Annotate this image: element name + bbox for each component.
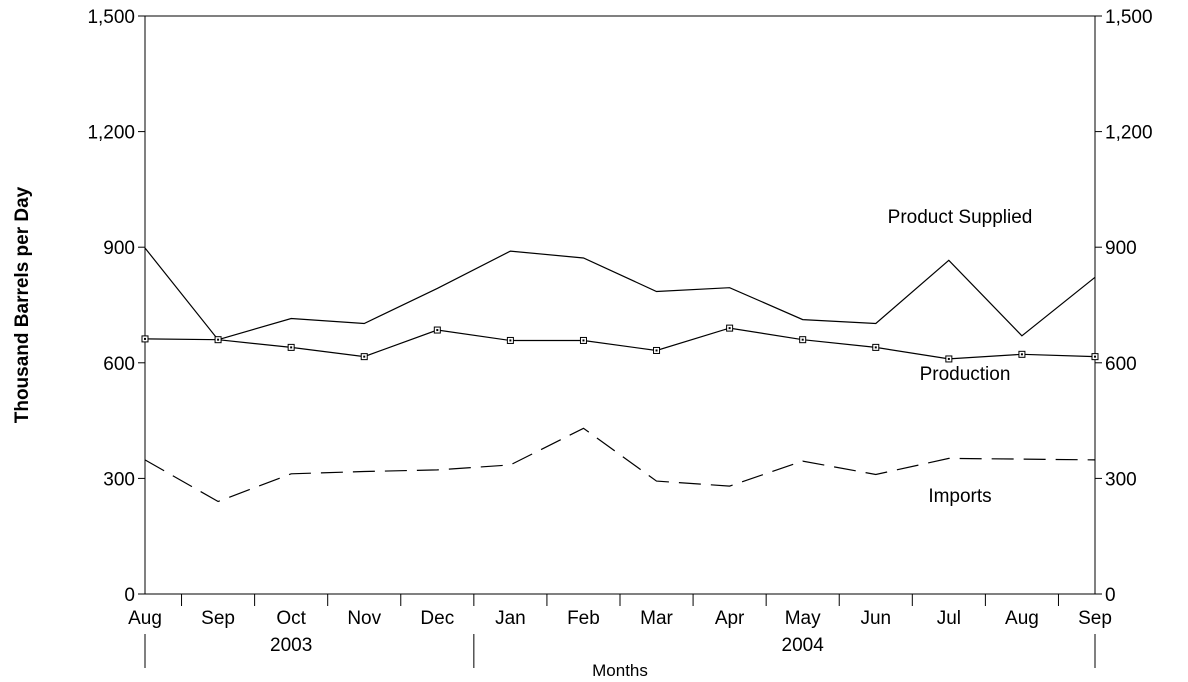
x-tick-label: Dec xyxy=(420,608,454,629)
data-point-marker-center xyxy=(947,357,950,360)
data-point-marker-center xyxy=(801,338,804,341)
x-tick-label: Apr xyxy=(715,608,745,629)
x-tick-label: Sep xyxy=(1078,608,1112,629)
x-tick-label: Sep xyxy=(201,608,235,629)
x-tick-label: Jul xyxy=(937,608,961,629)
plot-frame xyxy=(144,15,1096,595)
series-imports xyxy=(144,427,1096,503)
y-tick-label-right: 1,500 xyxy=(1105,7,1153,28)
x-tick-label: Jan xyxy=(495,608,526,629)
y-tick-label-left: 0 xyxy=(124,585,135,606)
x-tick-label: Nov xyxy=(347,608,381,629)
series-line-production xyxy=(144,327,1096,360)
y-tick-label-left: 1,500 xyxy=(87,7,135,28)
x-tick-label: May xyxy=(785,608,821,629)
series-layer: Product Supplied Production Imports xyxy=(141,207,1099,507)
y-tick-label-right: 900 xyxy=(1105,238,1137,259)
series-product-supplied xyxy=(144,247,1096,341)
series-label-imports: Imports xyxy=(928,486,991,507)
data-point-marker-center xyxy=(436,329,439,332)
x-tick-label: Jun xyxy=(860,608,891,629)
data-point-marker-center xyxy=(1020,353,1023,356)
data-point-marker-center xyxy=(363,355,366,358)
data-point-marker-center xyxy=(728,327,731,330)
x-axis-title: Months xyxy=(592,661,648,680)
data-point-marker-center xyxy=(509,339,512,342)
data-point-marker-center xyxy=(874,346,877,349)
data-point-marker-center xyxy=(217,338,220,341)
x-tick-label: Mar xyxy=(640,608,673,629)
data-point-marker-center xyxy=(1094,355,1096,358)
data-point-marker-center xyxy=(144,337,146,340)
y-axis-title: Thousand Barrels per Day xyxy=(12,186,33,423)
y-tick-label-left: 600 xyxy=(103,354,135,375)
y-tick-label-left: 300 xyxy=(103,469,135,490)
y-tick-label-left: 900 xyxy=(103,238,135,259)
series-line-imports xyxy=(144,427,1096,503)
data-point-marker-center xyxy=(290,346,293,349)
y-axis-left: 0 300 600 900 1,200 1,500 xyxy=(87,7,145,606)
x-tick-label: Oct xyxy=(276,608,306,629)
y-tick-label-right: 300 xyxy=(1105,469,1137,490)
y-tick-label-right: 0 xyxy=(1105,585,1116,606)
data-point-marker-center xyxy=(655,349,658,352)
x-tick-label: Aug xyxy=(128,608,162,629)
y-tick-label-right: 600 xyxy=(1105,354,1137,375)
series-label-production: Production xyxy=(920,364,1011,385)
data-point-marker-center xyxy=(582,339,585,342)
y-axis-right: 0 300 600 900 1,200 1,500 xyxy=(1095,7,1153,606)
x-tick-label: Aug xyxy=(1005,608,1039,629)
year-label: 2004 xyxy=(782,635,825,656)
x-tick-label: Feb xyxy=(567,608,600,629)
year-label: 2003 xyxy=(270,635,312,656)
y-tick-label-right: 1,200 xyxy=(1105,123,1153,144)
series-production xyxy=(141,324,1099,363)
y-tick-label-left: 1,200 xyxy=(87,123,135,144)
series-label-product-supplied: Product Supplied xyxy=(888,207,1033,228)
series-line-product-supplied xyxy=(144,247,1096,341)
x-axis: Aug Sep Oct Nov Dec Jan Feb Mar Apr May Jun Jul Aug S… xyxy=(128,594,1112,668)
